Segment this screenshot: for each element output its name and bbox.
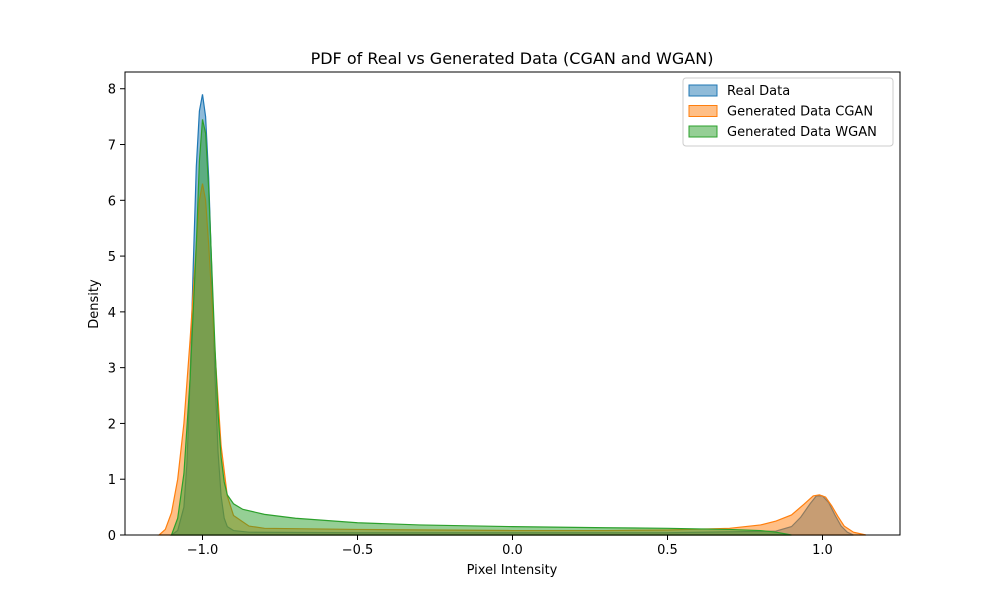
plot-area xyxy=(157,94,867,536)
legend-swatch xyxy=(688,105,718,117)
y-tick-label: 5 xyxy=(108,250,116,265)
x-tick-label: 1.0 xyxy=(812,543,833,558)
y-tick-label: 2 xyxy=(108,417,116,432)
x-tick-label: −1.0 xyxy=(187,543,219,558)
y-tick-label: 6 xyxy=(108,194,116,209)
y-tick-label: 0 xyxy=(108,529,116,544)
y-tick-label: 3 xyxy=(108,362,116,377)
x-axis: −1.0 −0.5 0.0 0.5 1.0 xyxy=(187,535,833,558)
series-area-real-data xyxy=(169,94,854,536)
legend-swatch xyxy=(688,125,718,138)
x-tick-label: 0.0 xyxy=(502,543,523,558)
legend-swatch xyxy=(688,84,718,97)
series-area-generated-data-cgan xyxy=(157,183,867,536)
legend-box xyxy=(682,77,894,147)
legend-label: Generated Data WGAN xyxy=(727,125,877,140)
legend-entry-generated-data-wgan: Generated Data WGAN xyxy=(688,125,877,140)
legend-label: Generated Data CGAN xyxy=(727,105,873,120)
legend-label: Real Data xyxy=(727,84,790,99)
series-area-generated-data-wgan xyxy=(170,119,792,536)
legend: Real Data Generated Data CGAN Generated Da… xyxy=(682,77,894,147)
y-tick-label: 8 xyxy=(108,83,116,98)
y-tick-label: 7 xyxy=(108,139,116,154)
x-tick-label: 0.5 xyxy=(657,543,678,558)
y-tick-label: 1 xyxy=(108,473,116,488)
y-axis: 0 1 2 3 4 5 6 7 8 xyxy=(108,83,125,544)
x-tick-label: −0.5 xyxy=(342,543,374,558)
y-tick-label: 4 xyxy=(108,306,116,321)
legend-entry-real-data: Real Data xyxy=(688,84,790,99)
chart-title: PDF of Real vs Generated Data (CGAN and … xyxy=(311,49,714,68)
x-axis-label: Pixel Intensity xyxy=(467,563,558,578)
y-axis-label: Density xyxy=(87,279,102,329)
legend-entry-generated-data-cgan: Generated Data CGAN xyxy=(688,105,873,120)
